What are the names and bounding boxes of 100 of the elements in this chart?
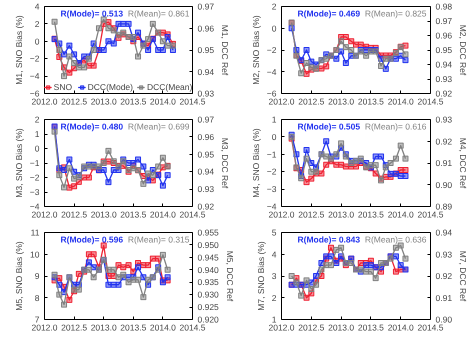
x-tick-label: 2013.5 bbox=[120, 96, 147, 106]
x-tick-label: 2012.0 bbox=[32, 210, 58, 220]
annotation: R(Mean)= 0.616 bbox=[364, 122, 427, 132]
x-tick-label: 2014.5 bbox=[180, 96, 206, 106]
y-tick-label: −1 bbox=[266, 149, 277, 160]
y-tick-label: −6 bbox=[30, 88, 40, 98]
legend-label: SNO bbox=[54, 82, 74, 92]
x-tick-label: 2013.5 bbox=[120, 322, 147, 332]
y-tick-label: 3 bbox=[272, 271, 277, 281]
y-tick-label: 11 bbox=[30, 228, 40, 238]
y-axis-title: M5, SNO Bias (%) bbox=[14, 241, 24, 311]
y2-tick-label: 0.90 bbox=[436, 180, 452, 190]
y2-axis-title: M1, DCC Ref bbox=[220, 24, 230, 76]
y-axis-title: M7, SNO Bias (%) bbox=[256, 241, 266, 311]
y2-tick-label: 0.920 bbox=[198, 314, 220, 324]
y-tick-label: −2 bbox=[30, 172, 40, 182]
x-tick-label: 2013.5 bbox=[358, 322, 384, 332]
y2-tick-label: 0.93 bbox=[436, 114, 452, 124]
y2-tick-label: 0.90 bbox=[436, 314, 452, 324]
y-tick-label: −6 bbox=[266, 88, 277, 98]
y2-axis-title: M7, DCC Ref bbox=[458, 250, 468, 302]
y-tick-label: −2 bbox=[266, 45, 277, 55]
annotation: R(Mode)= 0.469 bbox=[298, 8, 360, 18]
x-tick-label: 2013.0 bbox=[328, 210, 354, 220]
y2-tick-label: 0.89 bbox=[436, 202, 452, 212]
y-tick-label: −3 bbox=[30, 187, 40, 197]
x-tick-label: 2012.0 bbox=[32, 96, 58, 106]
y2-axis-title: M5, DCC Ref bbox=[224, 250, 235, 302]
y2-tick-label: 0.94 bbox=[436, 228, 452, 238]
x-tick-label: 2014.0 bbox=[150, 210, 176, 220]
y-tick-label: −1 bbox=[30, 158, 40, 168]
x-tick-label: 2012.0 bbox=[32, 322, 58, 332]
y2-axis-title: M4, DCC Ref bbox=[458, 138, 468, 189]
y2-tick-label: 0.94 bbox=[198, 166, 214, 177]
annotation: R(Mean)= 0.699 bbox=[128, 122, 190, 132]
y-tick-label: 1 bbox=[34, 129, 40, 139]
y2-tick-label: 0.95 bbox=[436, 45, 452, 55]
y2-tick-label: 0.97 bbox=[198, 114, 214, 124]
x-tick-label: 2012.5 bbox=[61, 322, 88, 332]
x-tick-label: 2013.5 bbox=[358, 96, 384, 106]
y2-tick-label: 0.92 bbox=[436, 271, 452, 281]
y-tick-label: 8 bbox=[34, 292, 40, 303]
x-tick-label: 2014.5 bbox=[418, 210, 444, 220]
y2-axis-title: M3, DCC Ref bbox=[220, 138, 230, 189]
y-axis-title: M4, SNO Bias (%) bbox=[250, 128, 261, 198]
y2-tick-label: 0.94 bbox=[436, 60, 452, 70]
y-tick-label: 1 bbox=[272, 114, 277, 124]
x-tick-label: 2013.5 bbox=[358, 210, 384, 220]
x-tick-label: 2014.5 bbox=[418, 96, 444, 106]
x-tick-label: 2014.0 bbox=[388, 96, 414, 106]
y2-tick-label: 0.93 bbox=[436, 74, 452, 84]
y-tick-label: 2 bbox=[272, 292, 277, 303]
y2-tick-label: 0.945 bbox=[198, 252, 220, 262]
y2-tick-label: 0.96 bbox=[198, 23, 214, 34]
y-tick-label: 7 bbox=[34, 314, 40, 324]
y2-tick-label: 0.93 bbox=[436, 249, 452, 260]
y-tick-label: 0 bbox=[272, 23, 277, 34]
x-tick-label: 2013.0 bbox=[90, 210, 117, 220]
y-tick-label: −2 bbox=[30, 54, 40, 64]
y2-tick-label: 0.95 bbox=[198, 149, 214, 160]
x-tick-label: 2012.5 bbox=[61, 210, 88, 220]
x-tick-label: 2013.5 bbox=[120, 210, 147, 220]
x-tick-label: 2013.0 bbox=[90, 322, 117, 332]
annotation: R(Mode)= 0.505 bbox=[298, 122, 360, 132]
y-tick-label: 0 bbox=[272, 132, 277, 142]
y2-tick-label: 0.97 bbox=[436, 16, 452, 26]
y-tick-label: −4 bbox=[30, 71, 40, 82]
annotation: R(Mode)= 0.596 bbox=[60, 234, 124, 244]
y-tick-label: −3 bbox=[266, 184, 277, 194]
y-tick-label: 2 bbox=[272, 2, 277, 12]
y-tick-label: −4 bbox=[266, 202, 277, 212]
y2-tick-label: 0.92 bbox=[198, 202, 214, 212]
x-tick-label: 2014.5 bbox=[180, 210, 206, 220]
y2-tick-label: 0.955 bbox=[198, 228, 220, 238]
y-axis-title: M1, SNO Bias (%) bbox=[14, 15, 24, 85]
y-tick-label: 4 bbox=[34, 2, 40, 12]
legend-label: DCC(Mode) bbox=[88, 82, 133, 92]
y-tick-label: 0 bbox=[34, 36, 40, 46]
y-tick-label: 0 bbox=[34, 144, 40, 154]
y-tick-label: 1 bbox=[272, 314, 277, 324]
x-tick-label: 2012.5 bbox=[298, 96, 325, 106]
x-tick-label: 2012.0 bbox=[268, 322, 295, 332]
y2-tick-label: 0.95 bbox=[198, 45, 214, 55]
x-tick-label: 2014.5 bbox=[180, 322, 206, 332]
y2-tick-label: 0.950 bbox=[198, 240, 220, 250]
y-tick-label: −2 bbox=[266, 166, 277, 177]
x-tick-label: 2014.0 bbox=[388, 322, 414, 332]
y2-tick-label: 0.925 bbox=[198, 302, 220, 312]
x-tick-label: 2012.0 bbox=[268, 96, 295, 106]
y-tick-label: 10 bbox=[30, 249, 40, 260]
y-tick-label: −4 bbox=[266, 66, 277, 77]
annotation: R(Mean)= 0.636 bbox=[364, 234, 427, 244]
y-tick-label: 2 bbox=[34, 114, 40, 124]
y-tick-label: 4 bbox=[272, 249, 277, 260]
y2-tick-label: 0.93 bbox=[198, 88, 214, 98]
x-tick-label: 2014.0 bbox=[150, 96, 176, 106]
x-tick-label: 2013.0 bbox=[328, 322, 354, 332]
y-axis-title: M3, SNO Bias (%) bbox=[14, 128, 24, 198]
legend-label: DCC(Mean) bbox=[147, 82, 192, 92]
y2-tick-label: 0.97 bbox=[198, 2, 214, 12]
